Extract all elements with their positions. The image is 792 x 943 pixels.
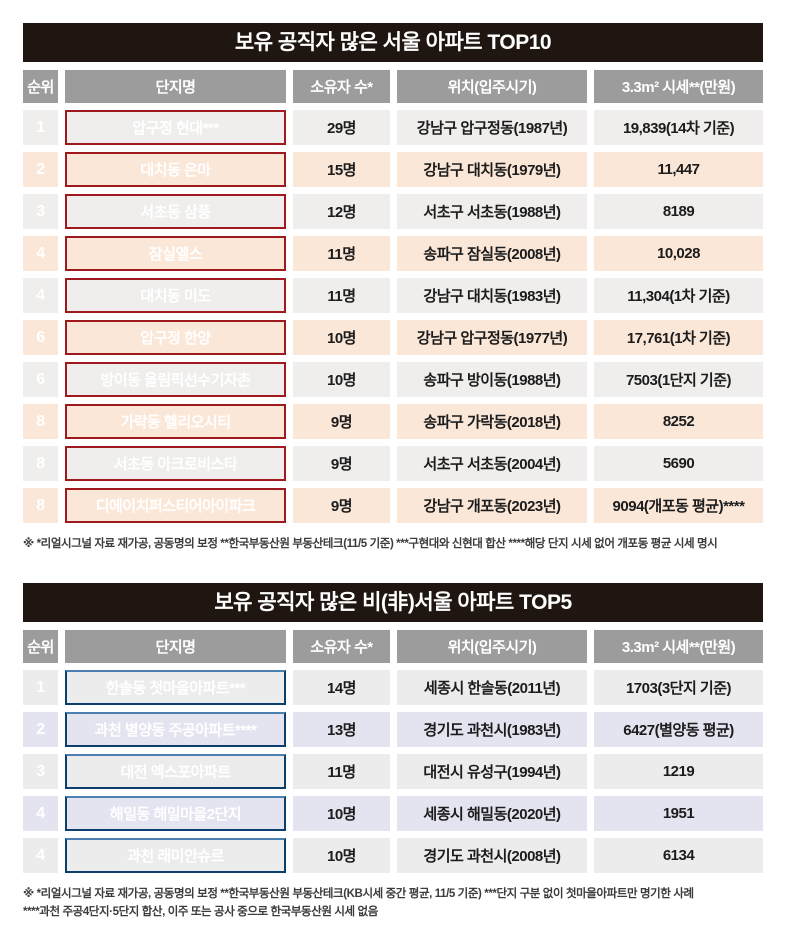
table-title: 보유 공직자 많은 서울 아파트 TOP10 xyxy=(23,23,763,62)
owners-cell: 12명 xyxy=(293,194,390,229)
price-cell: 6427(별양동 평균) xyxy=(594,712,763,748)
price-cell: 10,028 xyxy=(594,236,763,271)
price-cell: 7503(1단지 기준) xyxy=(594,362,763,397)
column-header-price: 3.3m² 시세**(만원) xyxy=(594,70,763,103)
price-cell: 1219 xyxy=(594,754,763,790)
location-cell: 강남구 압구정동(1977년) xyxy=(397,320,587,355)
name-cell: 서초동 삼풍 xyxy=(65,194,286,229)
location-cell: 강남구 압구정동(1987년) xyxy=(397,110,587,145)
table-title: 보유 공직자 많은 비(非)서울 아파트 TOP5 xyxy=(23,583,763,623)
location-cell: 송파구 방이동(1988년) xyxy=(397,362,587,397)
name-cell: 과천 별양동 주공아파트**** xyxy=(65,712,286,748)
owners-cell: 9명 xyxy=(293,488,390,523)
price-cell: 9094(개포동 평균)**** xyxy=(594,488,763,523)
column-header-location: 위치(입주시기) xyxy=(397,630,587,664)
location-cell: 세종시 해밀동(2020년) xyxy=(397,796,587,832)
rank-cell: 3 xyxy=(23,754,58,790)
rank-cell: 4 xyxy=(23,838,58,874)
footnote-line: ※ *리얼시그널 자료 재가공, 공동명의 보정 **한국부동산원 부동산테크(… xyxy=(23,538,718,550)
column-header-name: 단지명 xyxy=(65,630,286,664)
location-cell: 강남구 개포동(2023년) xyxy=(397,488,587,523)
price-cell: 1951 xyxy=(594,796,763,832)
rank-cell: 4 xyxy=(23,236,58,271)
seoul-top10-table: 보유 공직자 많은 서울 아파트 TOP10 순위 단지명 소유자 수* 위치(… xyxy=(23,23,763,553)
name-cell: 서초동 아크로비스타 xyxy=(65,446,286,481)
owners-cell: 15명 xyxy=(293,152,390,187)
location-cell: 서초구 서초동(2004년) xyxy=(397,446,587,481)
rank-cell: 8 xyxy=(23,488,58,523)
owners-cell: 11명 xyxy=(293,236,390,271)
price-cell: 8252 xyxy=(594,404,763,439)
location-cell: 서초구 서초동(1988년) xyxy=(397,194,587,229)
price-cell: 17,761(1차 기준) xyxy=(594,320,763,355)
rank-cell: 4 xyxy=(23,278,58,313)
price-cell: 8189 xyxy=(594,194,763,229)
owners-cell: 10명 xyxy=(293,796,390,832)
column-header-rank: 순위 xyxy=(23,70,58,103)
rank-cell: 2 xyxy=(23,152,58,187)
footnote-line: ※ *리얼시그널 자료 재가공, 공동명의 보정 **한국부동산원 부동산테크(… xyxy=(23,888,694,901)
location-cell: 송파구 잠실동(2008년) xyxy=(397,236,587,271)
name-cell: 대치동 미도 xyxy=(65,278,286,313)
owners-cell: 10명 xyxy=(293,362,390,397)
name-cell: 해밀동 해밀마을2단지 xyxy=(65,796,286,832)
table-footnote: ※ *리얼시그널 자료 재가공, 공동명의 보정 **한국부동산원 부동산테크(… xyxy=(23,886,763,921)
owners-cell: 9명 xyxy=(293,446,390,481)
name-cell: 잠실엘스 xyxy=(65,236,286,271)
location-cell: 경기도 과천시(2008년) xyxy=(397,838,587,874)
price-cell: 19,839(14차 기준) xyxy=(594,110,763,145)
location-cell: 강남구 대치동(1979년) xyxy=(397,152,587,187)
name-cell: 대치동 은마 xyxy=(65,152,286,187)
rank-cell: 6 xyxy=(23,362,58,397)
location-cell: 송파구 가락동(2018년) xyxy=(397,404,587,439)
owners-cell: 29명 xyxy=(293,110,390,145)
rank-cell: 2 xyxy=(23,712,58,748)
name-cell: 과천 래미안슈르 xyxy=(65,838,286,874)
nonseoul-top5-table: 보유 공직자 많은 비(非)서울 아파트 TOP5 순위 단지명 소유자 수* … xyxy=(23,583,763,921)
column-header-rank: 순위 xyxy=(23,630,58,664)
owners-cell: 10명 xyxy=(293,320,390,355)
price-cell: 6134 xyxy=(594,838,763,874)
column-header-price: 3.3m² 시세**(만원) xyxy=(594,630,763,664)
owners-cell: 11명 xyxy=(293,754,390,790)
column-header-location: 위치(입주시기) xyxy=(397,70,587,103)
rank-cell: 8 xyxy=(23,446,58,481)
price-cell: 1703(3단지 기준) xyxy=(594,670,763,706)
column-header-owners: 소유자 수* xyxy=(293,70,390,103)
name-cell: 대전 엑스포아파트 xyxy=(65,754,286,790)
price-cell: 5690 xyxy=(594,446,763,481)
price-cell: 11,447 xyxy=(594,152,763,187)
name-cell: 한솔동 첫마을아파트*** xyxy=(65,670,286,706)
rank-cell: 1 xyxy=(23,110,58,145)
rank-cell: 3 xyxy=(23,194,58,229)
location-cell: 경기도 과천시(1983년) xyxy=(397,712,587,748)
owners-cell: 13명 xyxy=(293,712,390,748)
owners-cell: 9명 xyxy=(293,404,390,439)
column-header-owners: 소유자 수* xyxy=(293,630,390,664)
rank-cell: 4 xyxy=(23,796,58,832)
rank-cell: 1 xyxy=(23,670,58,706)
name-cell: 압구정 한양 xyxy=(65,320,286,355)
owners-cell: 11명 xyxy=(293,278,390,313)
rank-cell: 6 xyxy=(23,320,58,355)
column-header-name: 단지명 xyxy=(65,70,286,103)
table-footnote: ※ *리얼시그널 자료 재가공, 공동명의 보정 **한국부동산원 부동산테크(… xyxy=(23,536,763,553)
location-cell: 강남구 대치동(1983년) xyxy=(397,278,587,313)
name-cell: 디에이치퍼스티어아이파크 xyxy=(65,488,286,523)
name-cell: 가락동 헬리오시티 xyxy=(65,404,286,439)
name-cell: 압구정 현대*** xyxy=(65,110,286,145)
price-cell: 11,304(1차 기준) xyxy=(594,278,763,313)
name-cell: 방이동 올림픽선수기자촌 xyxy=(65,362,286,397)
location-cell: 세종시 한솔동(2011년) xyxy=(397,670,587,706)
rank-cell: 8 xyxy=(23,404,58,439)
owners-cell: 14명 xyxy=(293,670,390,706)
location-cell: 대전시 유성구(1994년) xyxy=(397,754,587,790)
owners-cell: 10명 xyxy=(293,838,390,874)
footnote-line: ****과천 주공4단지·5단지 합산, 이주 또는 공사 중으로 한국부동산원… xyxy=(23,905,378,918)
